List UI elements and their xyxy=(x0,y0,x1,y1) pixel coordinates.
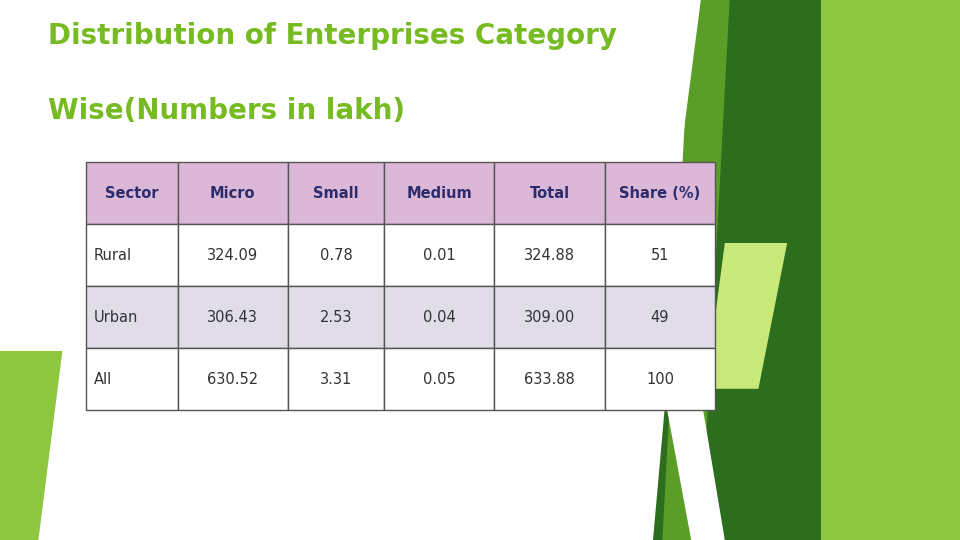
Text: Rural: Rural xyxy=(94,248,132,262)
Text: 0.01: 0.01 xyxy=(422,248,456,262)
Text: Share (%): Share (%) xyxy=(619,186,701,200)
Text: Micro: Micro xyxy=(210,186,255,200)
Text: 0.05: 0.05 xyxy=(422,372,456,387)
Text: 3.31: 3.31 xyxy=(320,372,352,387)
Text: 630.52: 630.52 xyxy=(207,372,258,387)
Text: 324.09: 324.09 xyxy=(207,248,258,262)
Text: Distribution of Enterprises Category: Distribution of Enterprises Category xyxy=(48,22,617,50)
Text: 100: 100 xyxy=(646,372,674,387)
Text: 51: 51 xyxy=(651,248,669,262)
Text: Wise(Numbers in lakh): Wise(Numbers in lakh) xyxy=(48,97,405,125)
Text: 633.88: 633.88 xyxy=(524,372,575,387)
Text: 306.43: 306.43 xyxy=(207,310,258,325)
Text: 49: 49 xyxy=(651,310,669,325)
Text: Medium: Medium xyxy=(406,186,472,200)
Text: Total: Total xyxy=(530,186,569,200)
Text: 0.78: 0.78 xyxy=(320,248,352,262)
Text: Urban: Urban xyxy=(94,310,138,325)
Text: 324.88: 324.88 xyxy=(524,248,575,262)
Text: 309.00: 309.00 xyxy=(524,310,575,325)
Text: Small: Small xyxy=(313,186,359,200)
Text: Sector: Sector xyxy=(106,186,158,200)
Text: All: All xyxy=(94,372,112,387)
Text: 0.04: 0.04 xyxy=(422,310,456,325)
Text: 2.53: 2.53 xyxy=(320,310,352,325)
